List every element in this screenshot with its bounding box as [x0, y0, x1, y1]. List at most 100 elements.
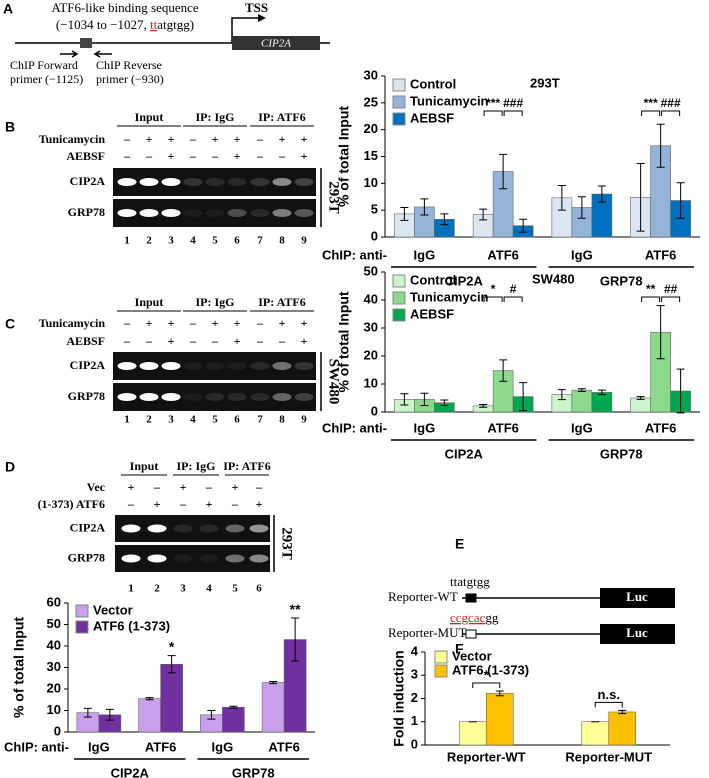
gel-band — [294, 209, 314, 217]
significance: ### — [661, 96, 681, 110]
y-tick-label: 0 — [54, 723, 61, 738]
y-tick-label: 10 — [364, 375, 378, 390]
tss-label: TSS — [245, 0, 268, 15]
gel-band — [161, 362, 181, 370]
gel-band — [227, 362, 247, 370]
y-tick-label: 0 — [411, 736, 418, 751]
group-label: GRP78 — [600, 446, 643, 461]
bracket — [641, 296, 661, 302]
error-bar — [479, 208, 488, 221]
reporter-label: Luc — [626, 625, 648, 640]
gel-band — [294, 393, 314, 401]
gel-header: Input — [130, 459, 159, 473]
bar — [630, 397, 651, 413]
forward-primer-label: ChIP Forward — [10, 58, 78, 72]
row-label: Vec — [87, 480, 106, 494]
row-label: Tunicamycin — [39, 132, 106, 146]
legend-label: Tunicamycin — [410, 289, 489, 304]
cell-line-label: 293T — [279, 527, 295, 560]
error-bar — [145, 697, 154, 701]
sign: – — [123, 316, 131, 330]
gel-band — [173, 554, 193, 563]
sign: + — [146, 316, 153, 330]
lane-number: 1 — [124, 414, 130, 426]
gel-band — [183, 362, 203, 370]
gel-band — [161, 178, 181, 186]
x-tick-label: Reporter-WT — [447, 749, 526, 764]
x-tick-label: ATF6 — [268, 739, 300, 754]
lane-number: 3 — [168, 414, 174, 426]
gel-band — [225, 524, 245, 533]
sign: + — [168, 132, 175, 146]
sign: + — [301, 334, 308, 348]
sign: + — [168, 316, 175, 330]
sign: + — [256, 497, 263, 511]
significance: ** — [646, 282, 656, 296]
x-tick-label: ATF6 — [145, 739, 177, 754]
x-tick-label: ATF6 — [645, 247, 677, 262]
reverse-primer-label: ChIP Reverse — [96, 58, 162, 72]
panel-label: C — [5, 316, 15, 332]
gel-band — [250, 362, 270, 370]
legend-swatch — [392, 274, 406, 288]
y-axis-label: % of total Input — [336, 291, 352, 392]
gel-band — [227, 178, 247, 186]
bracket — [661, 110, 681, 116]
legend-swatch — [75, 620, 89, 634]
error-bar — [105, 708, 114, 721]
gel-band — [173, 524, 193, 533]
gel-band — [205, 178, 225, 186]
reporter-box — [600, 588, 675, 608]
gel-band — [117, 178, 137, 186]
y-tick-label: 4 — [411, 643, 419, 658]
x-tick-label: IgG — [212, 739, 234, 754]
group-label: CIP2A — [111, 765, 150, 778]
bracket — [503, 296, 523, 302]
gel-band — [139, 362, 159, 370]
error-bar — [656, 305, 665, 360]
gel-band — [227, 209, 247, 217]
lane-number: 6 — [234, 414, 240, 426]
sign: – — [153, 480, 161, 494]
y-tick-label: 10 — [364, 175, 378, 190]
band-label: GRP78 — [68, 389, 105, 403]
sign: – — [278, 149, 286, 163]
lane-number: 9 — [301, 235, 307, 247]
lane-number: 2 — [146, 414, 152, 426]
gene-box — [232, 36, 320, 50]
error-bar — [440, 213, 449, 226]
gel-band — [161, 209, 181, 217]
y-tick-label: 2 — [411, 690, 418, 705]
y-tick-label: 15 — [364, 148, 378, 163]
sign: – — [231, 497, 239, 511]
sign: – — [189, 316, 197, 330]
x-tick-label: Reporter-MUT — [565, 749, 652, 764]
group-label: CIP2A — [445, 273, 484, 288]
error-bar — [207, 710, 216, 720]
lane-number: 8 — [279, 235, 285, 247]
gel-band — [183, 178, 203, 186]
row-label: AEBSF — [66, 149, 105, 163]
y-axis-label: % of total Input — [336, 106, 352, 207]
panel-label: B — [5, 119, 15, 135]
sign: + — [234, 149, 241, 163]
legend-label: Control — [410, 76, 456, 91]
gel-band — [117, 393, 137, 401]
band-label: GRP78 — [68, 205, 105, 219]
legend-swatch — [392, 78, 406, 92]
binding-range: (−1034 to −1027, ttatgtgg) — [56, 17, 194, 32]
sign: – — [123, 149, 131, 163]
sequence-part: gg — [485, 610, 499, 625]
x-tick-label: ATF6 — [487, 247, 519, 262]
sign: + — [301, 132, 308, 146]
gel-header: IP: ATF6 — [258, 295, 305, 309]
bracket — [483, 296, 503, 302]
reporter-label: Luc — [626, 589, 648, 604]
legend-swatch — [434, 664, 448, 678]
group-label: CIP2A — [445, 446, 484, 461]
gel-band — [121, 524, 141, 533]
error-bar — [656, 123, 665, 168]
gel-band — [139, 178, 159, 186]
error-bar — [636, 162, 645, 232]
error-bar — [557, 184, 566, 211]
